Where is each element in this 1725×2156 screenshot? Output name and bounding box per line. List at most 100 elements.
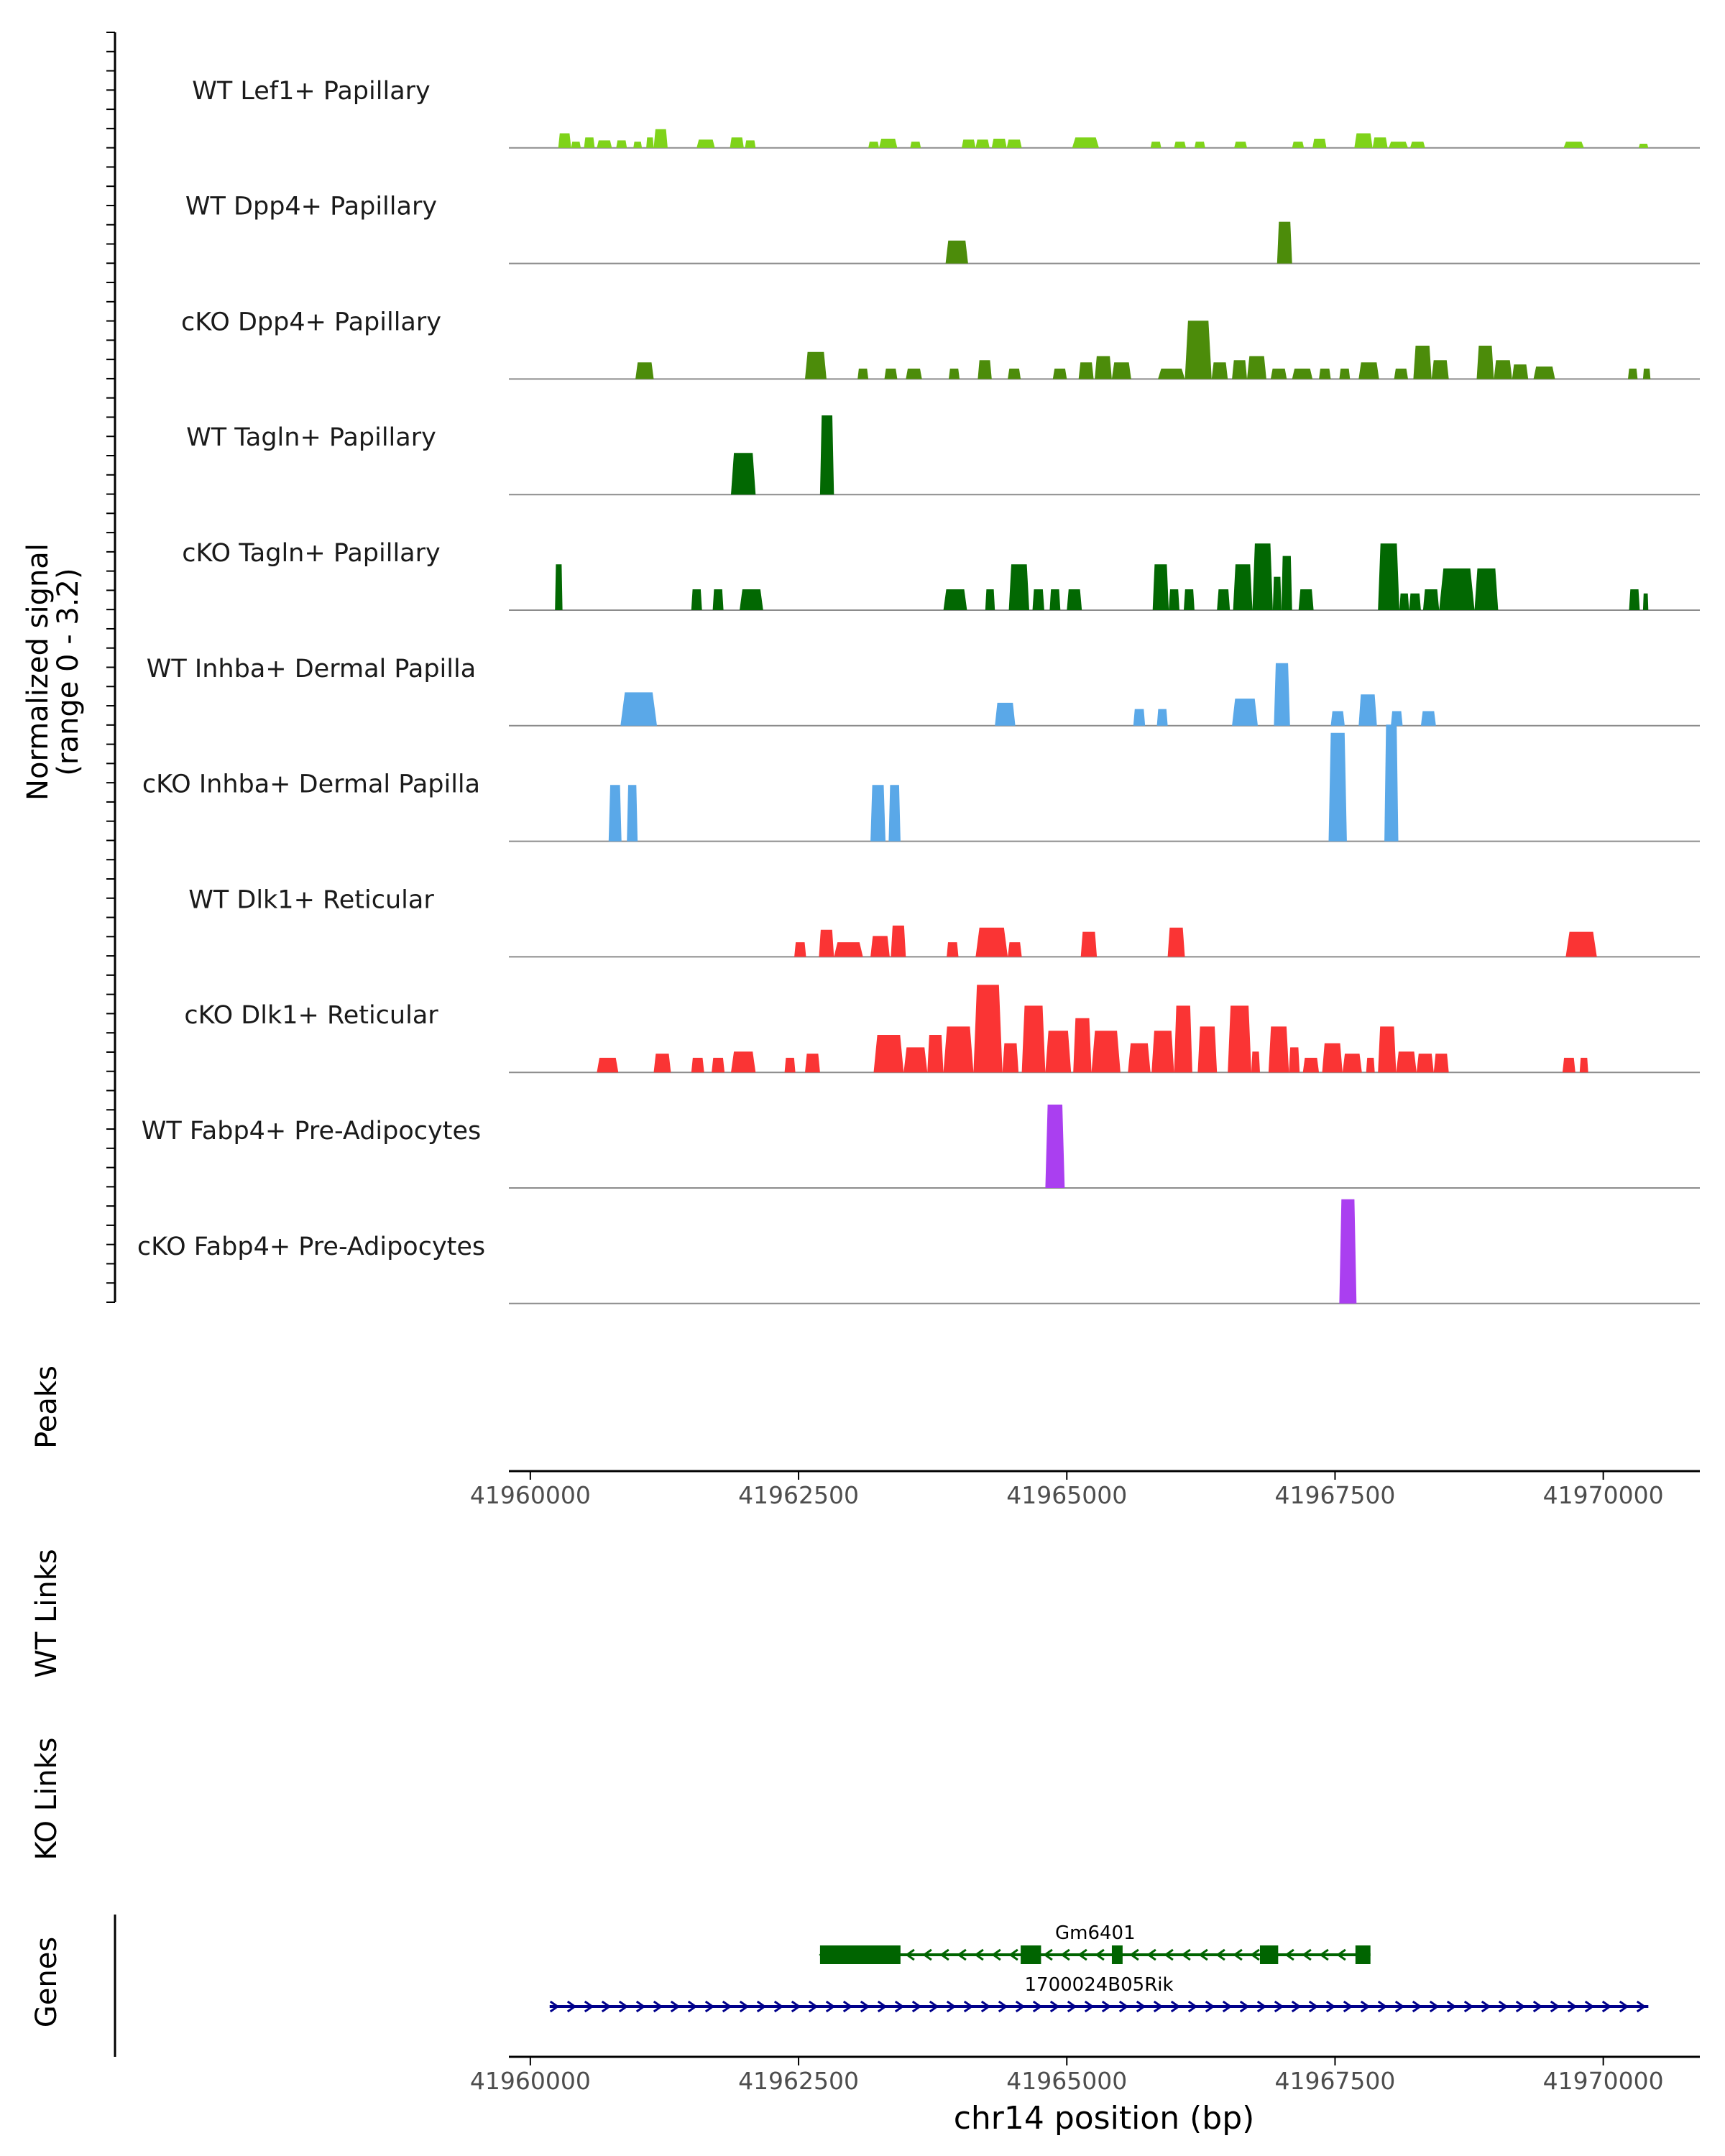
coverage-peak <box>805 1054 820 1073</box>
coverage-peak <box>1045 1105 1065 1188</box>
coverage-peak <box>555 564 563 610</box>
coverage-track: WT Dpp4+ Papillary <box>185 193 1700 264</box>
coverage-peak <box>1067 589 1082 610</box>
coverage-peak <box>1270 368 1287 379</box>
strand-arrow <box>1463 2000 1474 2013</box>
coverage-peak <box>1234 142 1247 148</box>
coverage-peak <box>943 589 967 610</box>
coverage-peak <box>1565 931 1597 957</box>
strand-arrow <box>1233 1948 1243 1961</box>
coverage-peak <box>805 351 827 379</box>
coverage-peak <box>1211 362 1228 379</box>
coverage-peak <box>1091 1031 1121 1073</box>
coverage-peak <box>1298 589 1314 610</box>
coverage-peak <box>584 137 595 148</box>
coverage-peak <box>731 1051 756 1073</box>
coverage-peak <box>868 142 879 148</box>
coverage-peak <box>1008 368 1021 379</box>
peaks-x-axis-ticks: 41960000 41962500 41965000 41967500 41970000 <box>470 1471 1664 1509</box>
x-tick-label: 41960000 <box>470 1481 591 1509</box>
strand-arrow <box>1187 2000 1198 2013</box>
strand-arrow <box>773 2000 784 2013</box>
coverage-peak <box>1289 1047 1300 1073</box>
coverage-peak <box>1302 1057 1320 1073</box>
coverage-peak <box>903 1047 928 1073</box>
strand-arrow <box>1205 2000 1215 2013</box>
coverage-peak <box>1052 368 1067 379</box>
gene-model: Gm6401 <box>819 1922 1371 1964</box>
coverage-peak <box>1339 1199 1357 1304</box>
coverage-peak <box>1512 364 1529 379</box>
coverage-peak <box>1642 593 1649 610</box>
coverage-peak <box>1274 663 1290 726</box>
coverage-peak <box>730 137 744 148</box>
strand-arrow <box>739 2000 750 2013</box>
coverage-peak <box>1151 1031 1174 1073</box>
x-tick-label: 41967500 <box>1274 1481 1395 1509</box>
coverage-peak <box>906 368 922 379</box>
strand-arrow <box>1067 2000 1077 2013</box>
coverage-peak <box>1384 724 1399 842</box>
coverage-peak <box>1312 139 1327 148</box>
coverage-track: WT Tagln+ Papillary <box>186 415 1700 496</box>
coverage-peak <box>1422 589 1440 610</box>
strand-arrow <box>1084 2000 1095 2013</box>
gene-name: 1700024B05Rik <box>1025 1974 1174 1996</box>
coverage-peak <box>1339 368 1351 379</box>
coverage-peak <box>1197 1026 1218 1073</box>
peaks-track-label: Peaks <box>30 1365 63 1449</box>
coverage-peak <box>879 139 898 148</box>
coverage-peak <box>1080 931 1098 957</box>
coverage-peak <box>1476 346 1494 379</box>
coverage-peak <box>1184 321 1212 379</box>
coverage-peak <box>1158 368 1185 379</box>
coverage-peak <box>1562 1057 1576 1073</box>
strand-arrow <box>905 1948 915 1961</box>
strand-arrow <box>1636 2000 1647 2013</box>
coverage-peak <box>1174 142 1186 148</box>
coverage-peak <box>927 1035 944 1073</box>
coverage-peak <box>653 1054 671 1073</box>
exon <box>1021 1945 1041 1964</box>
strand-arrow <box>1619 2000 1629 2013</box>
coverage-peak <box>891 925 906 957</box>
coverage-peak <box>884 368 898 379</box>
strand-arrow <box>1198 1948 1208 1961</box>
coverage-peak <box>870 936 890 957</box>
coverage-peak <box>608 785 622 842</box>
track-label: cKO Dpp4+ Papillary <box>181 308 441 336</box>
coverage-peak <box>691 589 702 610</box>
coverage-peak <box>1111 362 1131 379</box>
strand-arrow <box>1008 1948 1018 1961</box>
coverage-peak <box>597 140 612 148</box>
coverage-peak <box>1167 927 1185 957</box>
coverage-peak <box>1563 142 1584 148</box>
coverage-peak <box>943 1026 974 1073</box>
coverage-peak <box>975 927 1008 957</box>
coverage-peak <box>558 133 571 148</box>
coverage-peak <box>571 142 581 148</box>
strand-arrow <box>1060 1948 1070 1961</box>
strand-arrow <box>860 2000 870 2013</box>
coverage-track: WT Dlk1+ Reticular <box>188 885 1700 958</box>
coverage-peak <box>1366 1057 1375 1073</box>
strand-arrow <box>1129 1948 1139 1961</box>
x-tick-label: 41965000 <box>1006 2067 1127 2095</box>
coverage-peak <box>1416 1054 1434 1073</box>
x-tick-label: 41967500 <box>1274 2067 1395 2095</box>
coverage-track: cKO Inhba+ Dermal Papilla <box>142 724 1700 842</box>
strand-arrow <box>1325 2000 1336 2013</box>
coverage-peak <box>1169 589 1179 610</box>
coverage-peak <box>834 942 863 957</box>
strand-arrow <box>939 1948 949 1961</box>
track-label: WT Fabp4+ Pre-Adipocytes <box>142 1117 481 1146</box>
coverage-peak <box>1128 1043 1151 1073</box>
strand-arrow <box>1032 2000 1043 2013</box>
coverage-peak <box>1322 1043 1343 1073</box>
coverage-peak <box>1268 1026 1289 1073</box>
genes-track: Genes Gm6401 1700024B05Rik 41960000 419625… <box>30 1915 1700 2137</box>
track-label: WT Tagln+ Papillary <box>186 423 436 452</box>
strand-arrow <box>922 1948 932 1961</box>
coverage-peak <box>635 362 654 379</box>
